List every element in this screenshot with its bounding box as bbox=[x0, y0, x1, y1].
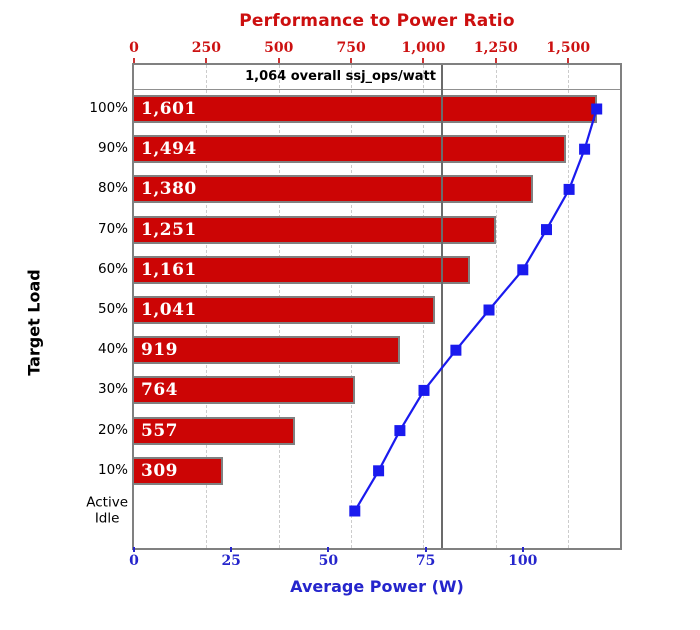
category-label: 50% bbox=[97, 301, 128, 318]
top-tick-mark bbox=[494, 58, 497, 63]
top-tick-mark bbox=[205, 58, 208, 63]
bottom-tick-mark bbox=[521, 547, 524, 552]
category-label: 60% bbox=[97, 261, 128, 278]
top-tick-mark bbox=[277, 58, 280, 63]
top-tick-mark bbox=[350, 58, 353, 63]
bar-value-label: 764 bbox=[141, 380, 178, 401]
top-tick-label: 500 bbox=[264, 40, 294, 56]
bar-value-label: 1,494 bbox=[141, 139, 197, 160]
category-label: 40% bbox=[97, 341, 128, 358]
reference-line-label: 1,064 overall ssj_ops/watt bbox=[245, 69, 436, 84]
category-label: 30% bbox=[97, 381, 128, 398]
top-tick-mark bbox=[133, 58, 135, 63]
bar-30%: 764 bbox=[134, 376, 356, 405]
bar-10%: 309 bbox=[134, 456, 224, 485]
category-label: 20% bbox=[97, 421, 128, 438]
line-marker bbox=[394, 425, 406, 437]
line-marker bbox=[483, 304, 495, 316]
category-label: Active Idle bbox=[86, 494, 128, 526]
gridline bbox=[568, 65, 570, 548]
top-tick-label: 250 bbox=[191, 40, 221, 56]
bottom-tick-label: 25 bbox=[221, 553, 241, 569]
bottom-tick-mark bbox=[230, 547, 233, 552]
bar-40%: 919 bbox=[134, 336, 400, 365]
bottom-axis-title: Average Power (W) bbox=[290, 577, 464, 596]
bottom-tick-label: 0 bbox=[129, 553, 139, 569]
reference-line bbox=[440, 65, 443, 548]
bar-value-label: 1,601 bbox=[141, 99, 197, 119]
bottom-tick-mark bbox=[327, 547, 330, 552]
plot-area: 1,064 overall ssj_ops/watt 1,601 1,494 1,3… bbox=[132, 63, 622, 550]
top-tick-label: 0 bbox=[129, 40, 139, 56]
bar-60%: 1,161 bbox=[134, 255, 471, 284]
bar-100%: 1,601 bbox=[134, 95, 598, 123]
top-tick-label: 1,500 bbox=[546, 40, 591, 56]
line-marker bbox=[517, 264, 529, 276]
line-marker bbox=[579, 143, 591, 155]
bar-value-label: 919 bbox=[141, 340, 178, 361]
bar-80%: 1,380 bbox=[134, 175, 534, 204]
category-label: 70% bbox=[97, 220, 128, 237]
bar-value-label: 1,251 bbox=[141, 219, 197, 240]
bottom-tick-label: 100 bbox=[508, 553, 538, 569]
category-label: 10% bbox=[97, 462, 128, 479]
bar-value-label: 1,380 bbox=[141, 179, 197, 200]
top-tick-mark bbox=[567, 58, 570, 63]
bar-50%: 1,041 bbox=[134, 296, 436, 324]
top-tick-label: 1,250 bbox=[473, 40, 518, 56]
bar-value-label: 309 bbox=[141, 460, 178, 481]
category-label: 100% bbox=[89, 100, 128, 117]
top-tick-label: 750 bbox=[336, 40, 366, 56]
category-label: 80% bbox=[97, 180, 128, 197]
top-axis-title: Performance to Power Ratio bbox=[239, 11, 515, 31]
bar-20%: 557 bbox=[134, 416, 296, 445]
bottom-tick-mark bbox=[133, 547, 135, 552]
line-marker bbox=[541, 224, 552, 236]
line-marker bbox=[373, 465, 385, 477]
bar-90%: 1,494 bbox=[134, 135, 567, 164]
bar-value-label: 1,041 bbox=[141, 300, 197, 320]
bottom-tick-label: 50 bbox=[318, 553, 339, 569]
top-tick-mark bbox=[422, 58, 425, 63]
bottom-tick-mark bbox=[424, 547, 427, 552]
line-marker bbox=[450, 344, 462, 356]
reference-header-row: 1,064 overall ssj_ops/watt bbox=[134, 65, 620, 90]
category-label: 90% bbox=[97, 140, 128, 157]
bottom-tick-label: 75 bbox=[415, 553, 436, 569]
left-axis-title: Target Load bbox=[24, 269, 44, 376]
bar-value-label: 1,161 bbox=[141, 259, 197, 280]
top-tick-label: 1,000 bbox=[401, 40, 446, 56]
bar-value-label: 557 bbox=[141, 420, 178, 441]
